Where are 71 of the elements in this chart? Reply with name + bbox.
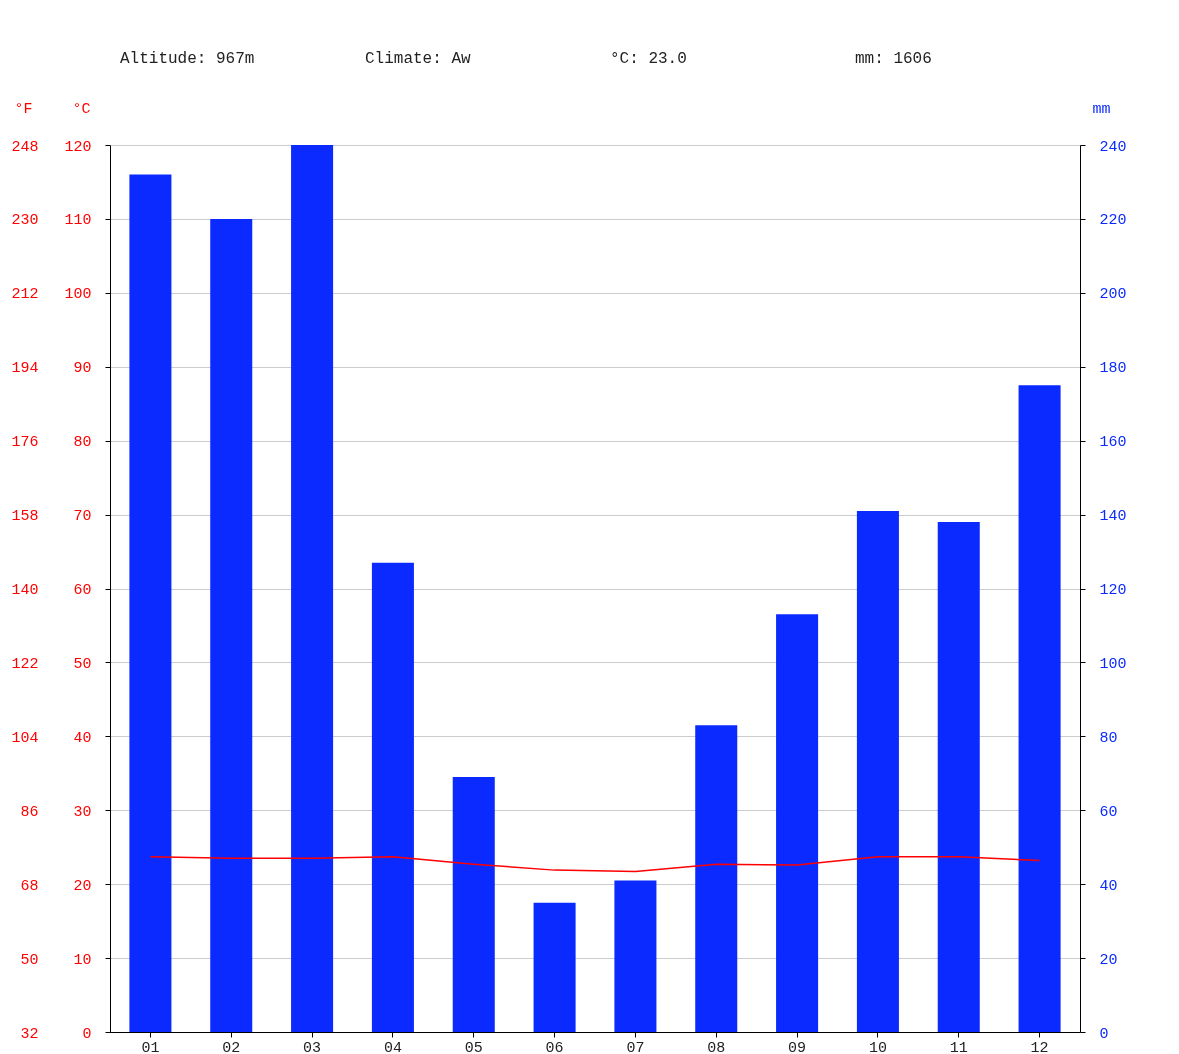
y-tick-label: 90 bbox=[73, 360, 92, 378]
y3-tick-label: 50 bbox=[20, 951, 39, 969]
y2-tick-label: 100 bbox=[1099, 655, 1127, 673]
y-tick-label: 80 bbox=[73, 434, 92, 452]
bar bbox=[937, 521, 980, 1032]
y2-tick-label: 180 bbox=[1099, 360, 1127, 378]
x-tick-label: 09 bbox=[788, 1039, 807, 1054]
y-tick-label: 0 bbox=[82, 1025, 92, 1043]
x-tick-label: 02 bbox=[222, 1039, 241, 1054]
bar bbox=[452, 776, 495, 1032]
bar bbox=[371, 562, 414, 1032]
bar bbox=[695, 725, 738, 1032]
line-series bbox=[149, 856, 1041, 873]
y2-tick-label: 240 bbox=[1099, 138, 1127, 156]
x-tick-label: 05 bbox=[464, 1039, 483, 1054]
y3-tick-label: 140 bbox=[11, 582, 39, 599]
bar bbox=[614, 880, 657, 1032]
bar bbox=[776, 614, 819, 1032]
y-tick-label: 10 bbox=[73, 951, 92, 969]
y2-tick-label: 40 bbox=[1099, 877, 1118, 895]
y2-axis-title: mm bbox=[1092, 100, 1111, 118]
y3-tick-label: 86 bbox=[20, 803, 39, 821]
y3-tick-label: 122 bbox=[11, 655, 39, 673]
y3-tick-label: 104 bbox=[11, 729, 39, 747]
y-axis-title: °C bbox=[72, 100, 91, 118]
y-tick-label: 70 bbox=[73, 508, 92, 526]
x-tick-label: 08 bbox=[707, 1039, 726, 1054]
y2-tick-label: 120 bbox=[1099, 582, 1127, 599]
text: mm: 1606 bbox=[855, 50, 933, 68]
y-tick-label: 60 bbox=[73, 582, 92, 599]
y3-tick-label: 68 bbox=[20, 877, 39, 895]
bar bbox=[291, 145, 334, 1032]
y-tick-label: 30 bbox=[73, 803, 92, 821]
y2-tick-label: 0 bbox=[1099, 1025, 1109, 1043]
y3-tick-label: 32 bbox=[20, 1025, 39, 1043]
y2-tick-label: 80 bbox=[1099, 729, 1118, 747]
y3-tick-label: 194 bbox=[11, 360, 39, 378]
x-tick-label: 06 bbox=[545, 1039, 564, 1054]
y-tick-label: 120 bbox=[64, 138, 92, 156]
x-tick-label: 11 bbox=[949, 1039, 968, 1054]
y2-tick-label: 20 bbox=[1099, 951, 1118, 969]
y2-tick-label: 200 bbox=[1099, 286, 1127, 304]
bar bbox=[210, 218, 253, 1032]
bar bbox=[129, 174, 172, 1032]
y-tick-label: 100 bbox=[64, 286, 92, 304]
text: Altitude: 967m bbox=[120, 50, 256, 68]
x-tick-label: 12 bbox=[1030, 1039, 1049, 1054]
y3-tick-label: 248 bbox=[11, 138, 39, 156]
y3-axis-title: °F bbox=[14, 100, 33, 118]
y2-tick-label: 60 bbox=[1099, 803, 1118, 821]
y-tick-label: 50 bbox=[73, 655, 92, 673]
x-tick-label: 07 bbox=[626, 1039, 645, 1054]
y3-tick-label: 212 bbox=[11, 286, 39, 304]
x-tick-label: 10 bbox=[868, 1039, 887, 1054]
y2-tick-label: 220 bbox=[1099, 212, 1127, 230]
y2-tick-label: 140 bbox=[1099, 508, 1127, 526]
y3-tick-label: 158 bbox=[11, 508, 39, 526]
y-tick-label: 110 bbox=[64, 212, 92, 230]
bar bbox=[1018, 385, 1061, 1032]
text: °C: 23.0 bbox=[610, 50, 688, 68]
y-tick-label: 20 bbox=[73, 877, 92, 895]
y3-tick-label: 176 bbox=[11, 434, 39, 452]
text: Climate: Aw bbox=[365, 50, 472, 68]
y-tick-label: 40 bbox=[73, 729, 92, 747]
x-tick-label: 01 bbox=[141, 1039, 160, 1054]
bar bbox=[856, 510, 899, 1032]
bar bbox=[533, 902, 576, 1032]
x-tick-label: 03 bbox=[303, 1039, 322, 1054]
y2-tick-label: 160 bbox=[1099, 434, 1127, 452]
y3-tick-label: 230 bbox=[11, 212, 39, 230]
x-tick-label: 04 bbox=[383, 1039, 402, 1054]
